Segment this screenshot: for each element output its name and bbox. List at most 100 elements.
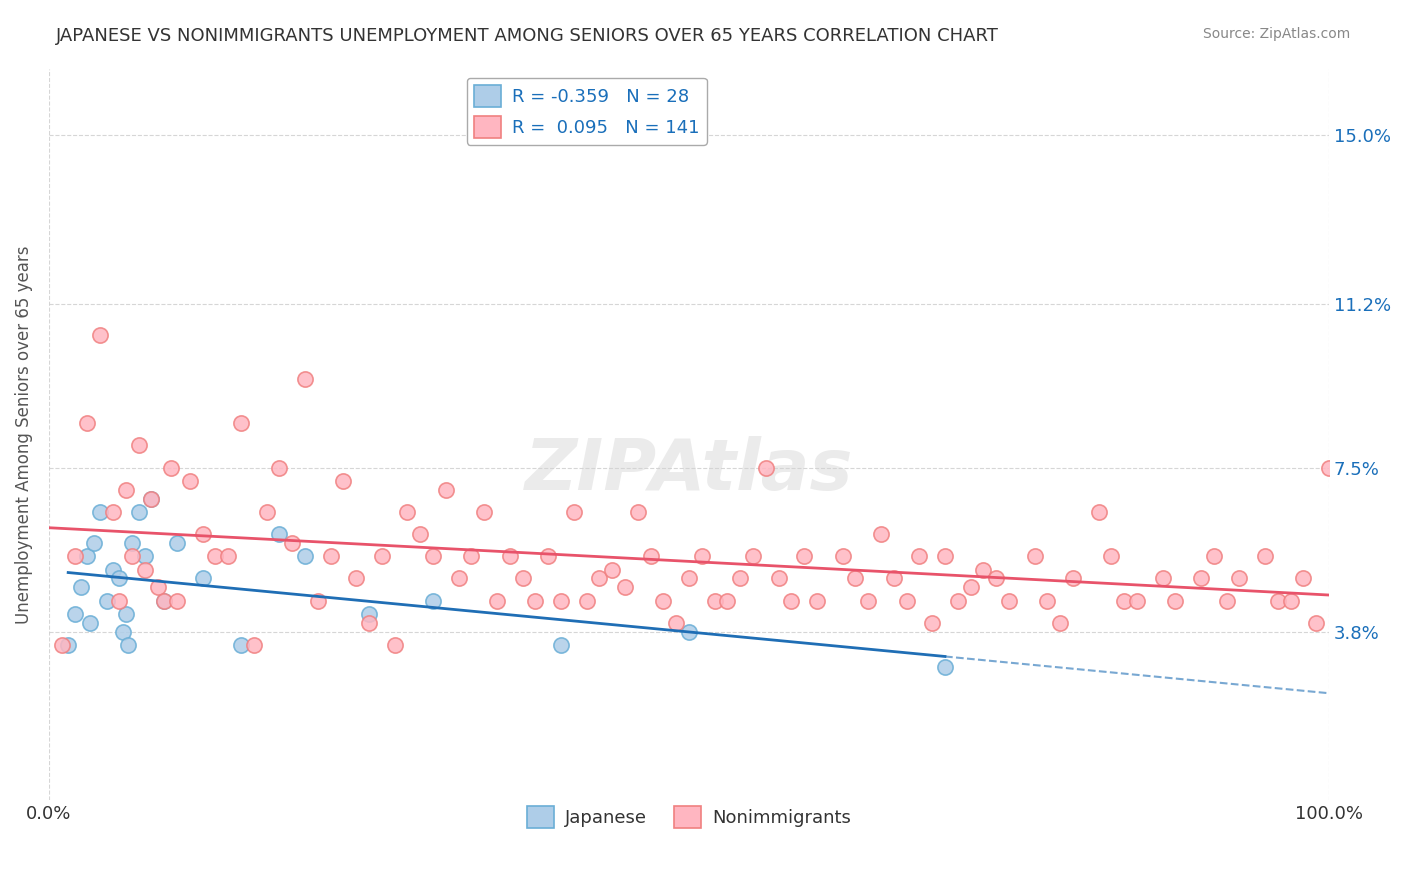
Point	[575, 593, 598, 607]
Point	[128, 505, 150, 519]
Point	[844, 572, 866, 586]
Point	[89, 327, 111, 342]
Point	[179, 474, 201, 488]
Point	[63, 607, 86, 621]
Point	[1317, 460, 1340, 475]
Point	[134, 549, 156, 564]
Point	[1062, 572, 1084, 586]
Point	[1305, 615, 1327, 630]
Point	[562, 505, 585, 519]
Point	[56, 638, 79, 652]
Point	[204, 549, 226, 564]
Point	[998, 593, 1021, 607]
Point	[191, 572, 214, 586]
Point	[716, 593, 738, 607]
Point	[128, 438, 150, 452]
Point	[108, 572, 131, 586]
Point	[627, 505, 650, 519]
Point	[1279, 593, 1302, 607]
Point	[319, 549, 342, 564]
Point	[229, 638, 252, 652]
Point	[1292, 572, 1315, 586]
Point	[422, 549, 444, 564]
Point	[114, 483, 136, 497]
Point	[256, 505, 278, 519]
Point	[485, 593, 508, 607]
Point	[217, 549, 239, 564]
Point	[141, 491, 163, 506]
Point	[191, 527, 214, 541]
Text: JAPANESE VS NONIMMIGRANTS UNEMPLOYMENT AMONG SENIORS OVER 65 YEARS CORRELATION C: JAPANESE VS NONIMMIGRANTS UNEMPLOYMENT A…	[56, 27, 1000, 45]
Point	[908, 549, 931, 564]
Point	[96, 593, 118, 607]
Point	[76, 549, 98, 564]
Point	[89, 505, 111, 519]
Point	[1126, 593, 1149, 607]
Point	[159, 460, 181, 475]
Point	[883, 572, 905, 586]
Text: Source: ZipAtlas.com: Source: ZipAtlas.com	[1202, 27, 1350, 41]
Point	[755, 460, 778, 475]
Point	[83, 536, 105, 550]
Point	[434, 483, 457, 497]
Point	[896, 593, 918, 607]
Point	[972, 563, 994, 577]
Point	[742, 549, 765, 564]
Point	[614, 580, 637, 594]
Point	[447, 572, 470, 586]
Point	[1087, 505, 1109, 519]
Point	[108, 593, 131, 607]
Point	[229, 417, 252, 431]
Point	[921, 615, 943, 630]
Point	[665, 615, 688, 630]
Point	[690, 549, 713, 564]
Point	[1267, 593, 1289, 607]
Point	[1202, 549, 1225, 564]
Point	[640, 549, 662, 564]
Point	[678, 572, 700, 586]
Point	[1049, 615, 1071, 630]
Point	[409, 527, 432, 541]
Point	[153, 593, 176, 607]
Point	[141, 491, 163, 506]
Point	[588, 572, 610, 586]
Point	[550, 638, 572, 652]
Point	[934, 660, 956, 674]
Point	[460, 549, 482, 564]
Point	[856, 593, 879, 607]
Point	[678, 624, 700, 639]
Point	[793, 549, 815, 564]
Point	[294, 372, 316, 386]
Point	[1152, 572, 1174, 586]
Point	[1215, 593, 1237, 607]
Point	[242, 638, 264, 652]
Point	[946, 593, 969, 607]
Point	[357, 607, 380, 621]
Point	[728, 572, 751, 586]
Point	[70, 580, 93, 594]
Point	[806, 593, 828, 607]
Point	[63, 549, 86, 564]
Point	[512, 572, 534, 586]
Point	[472, 505, 495, 519]
Point	[1229, 572, 1251, 586]
Point	[537, 549, 560, 564]
Point	[101, 563, 124, 577]
Point	[986, 572, 1008, 586]
Point	[422, 593, 444, 607]
Point	[79, 615, 101, 630]
Legend: Japanese, Nonimmigrants: Japanese, Nonimmigrants	[520, 798, 858, 835]
Point	[344, 572, 367, 586]
Point	[51, 638, 73, 652]
Point	[114, 607, 136, 621]
Point	[600, 563, 623, 577]
Text: ZIPAtlas: ZIPAtlas	[524, 436, 853, 506]
Point	[959, 580, 981, 594]
Point	[524, 593, 547, 607]
Point	[1036, 593, 1059, 607]
Point	[281, 536, 304, 550]
Point	[1099, 549, 1122, 564]
Point	[550, 593, 572, 607]
Point	[269, 527, 291, 541]
Point	[652, 593, 675, 607]
